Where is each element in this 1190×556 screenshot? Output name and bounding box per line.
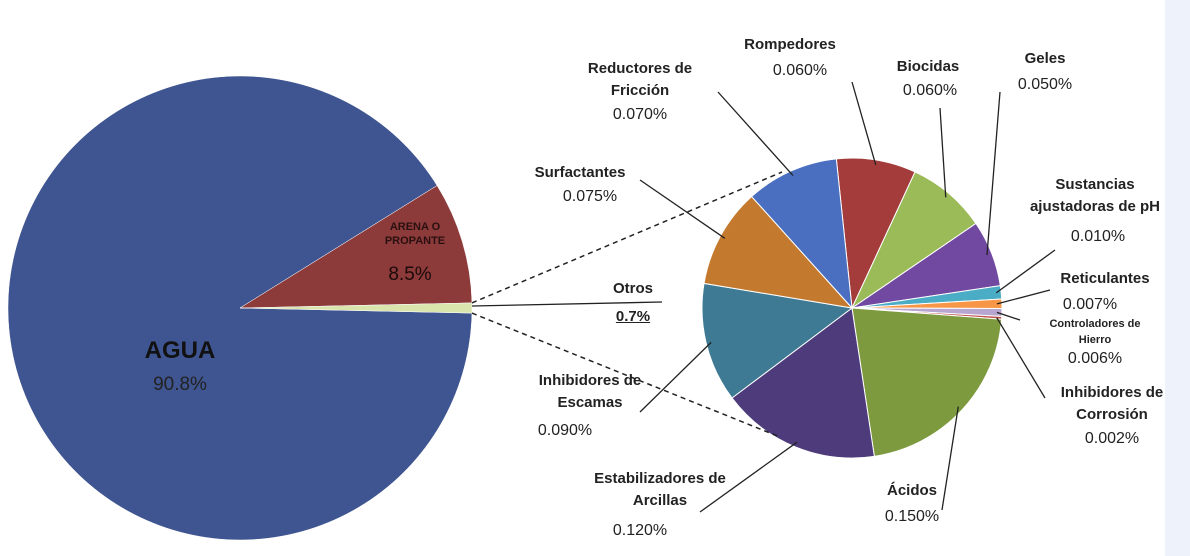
pie-slice	[750, 158, 853, 310]
slice-value: 90.8%	[153, 374, 207, 395]
slice-label: Geles	[1024, 50, 1066, 67]
leader-line	[986, 91, 1001, 256]
connector	[471, 312, 781, 438]
slice-label: Rompedores	[744, 36, 836, 53]
connector	[471, 171, 783, 304]
slice-label: ARENA O PROPANTE	[384, 221, 446, 247]
leader-line	[996, 317, 1046, 399]
slice-value: 0.120%	[612, 522, 668, 539]
leader-line	[996, 311, 1021, 321]
slice-label: Sustancias ajustadoras de pH	[1029, 176, 1161, 215]
leader-line	[699, 441, 798, 513]
leader-line	[995, 249, 1056, 294]
slice-value: 0.075%	[562, 188, 618, 205]
leader-line	[471, 301, 663, 307]
slice-value: 0.150%	[884, 508, 940, 525]
slice-value: 0.006%	[1067, 350, 1123, 367]
leader-line	[851, 81, 877, 166]
pie-slice	[701, 282, 854, 399]
leader-line	[996, 289, 1051, 305]
slice-label: Estabilizadores de Arcillas	[594, 470, 726, 509]
side-strip	[1165, 0, 1190, 556]
pie-slice	[731, 307, 875, 459]
slice-label: Controladores de Hierro	[1049, 318, 1141, 346]
pie-slice	[239, 302, 473, 314]
leader-line	[939, 107, 947, 198]
slice-label: Otros	[612, 280, 653, 297]
slice-label: Ácidos	[886, 482, 937, 499]
slice-label: Inhibidores de Corrosión	[1060, 384, 1164, 423]
slice-value: 0.060%	[772, 62, 828, 79]
slice-label: Surfactantes	[534, 164, 626, 181]
leader-line	[639, 341, 712, 413]
slice-value: 0.7%	[615, 308, 651, 325]
pie-slice	[239, 185, 473, 309]
slice-value: 0.090%	[537, 422, 593, 439]
slice-value: 0.007%	[1062, 296, 1118, 313]
pie-slice	[851, 307, 1003, 457]
leader-line	[639, 179, 726, 239]
slice-label: Reticulantes	[1060, 270, 1150, 287]
slice-label: AGUA	[144, 337, 216, 364]
slice-label: Inhibidores de Escamas	[538, 372, 642, 411]
leader-line	[941, 406, 959, 511]
slice-value: 0.050%	[1017, 76, 1073, 93]
slice-value: 0.002%	[1084, 430, 1140, 447]
slice-value: 0.060%	[902, 82, 958, 99]
slice-value: 0.010%	[1070, 228, 1126, 245]
slice-value: 0.070%	[612, 106, 668, 123]
leader-line	[717, 91, 794, 176]
slice-label: Biocidas	[896, 58, 960, 75]
slice-label: Reductores de Fricción	[587, 60, 693, 99]
slice-value: 8.5%	[388, 264, 432, 285]
